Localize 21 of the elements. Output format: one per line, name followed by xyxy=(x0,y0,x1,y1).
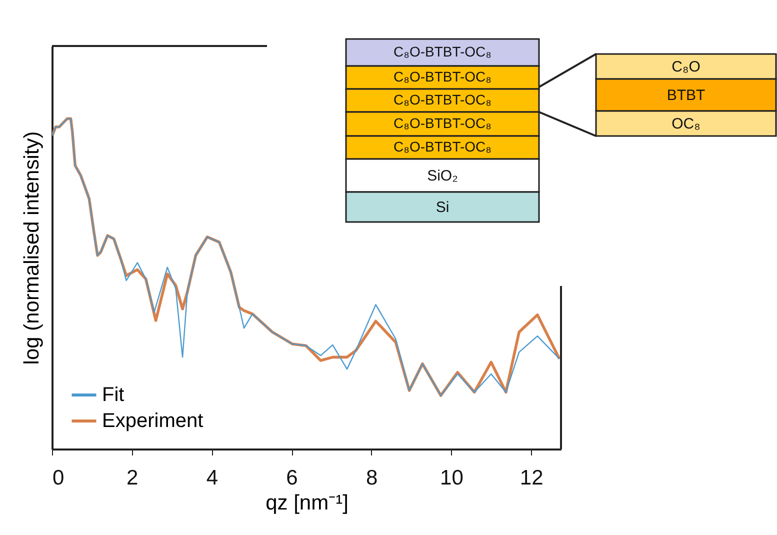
text: C₈O-BTBT-OC₈ xyxy=(394,92,492,108)
x-tick-label: 6 xyxy=(286,466,298,490)
x-tick-label: 12 xyxy=(520,466,544,490)
y-axis-title: log (normalised intensity) xyxy=(20,131,44,365)
annotation: C₈O-BTBT-OC₈ xyxy=(394,115,492,131)
text: C₈O xyxy=(672,58,700,76)
annotation: C₈O-BTBT-OC₈ xyxy=(394,138,492,154)
legend-label: Experiment xyxy=(102,410,204,432)
text: C₈O-BTBT-OC₈ xyxy=(394,68,492,84)
text: OC₈ xyxy=(672,116,700,132)
legend-label: Fit xyxy=(102,384,125,406)
text: BTBT xyxy=(666,87,706,104)
x-tick-label: 8 xyxy=(366,466,378,490)
annotation: SiO₂ xyxy=(427,168,458,184)
x-axis-title: qz [nm⁻¹] xyxy=(266,492,348,514)
annotation: Si xyxy=(436,199,450,216)
x-tick-label: 4 xyxy=(206,466,218,490)
x-tick-label: 10 xyxy=(440,466,464,490)
text: C₈O-BTBT-OC₈ xyxy=(394,44,492,60)
x-tick-label: 2 xyxy=(126,466,138,490)
x-tick-label: 0 xyxy=(52,466,64,490)
